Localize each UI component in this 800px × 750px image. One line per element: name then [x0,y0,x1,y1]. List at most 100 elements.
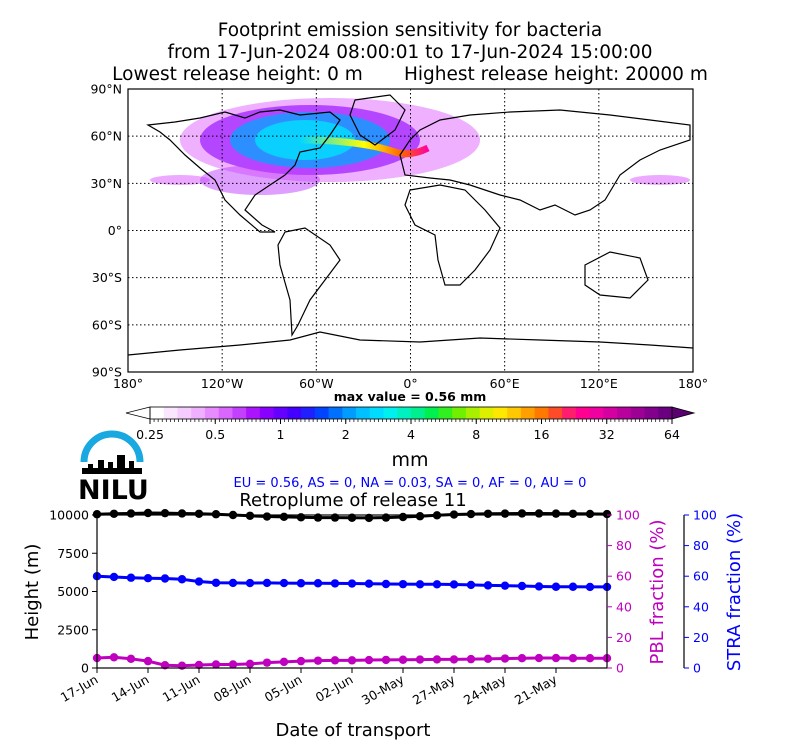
series-point [262,512,272,521]
colorbar-cell [411,407,426,419]
x-tick-label: 30-May [359,671,407,707]
series-point [228,660,238,669]
series-point [500,654,510,663]
series-point [194,660,204,670]
series-point [551,582,561,591]
series-point [517,581,527,591]
series-point [296,656,306,666]
colorbar-cell [534,407,549,419]
series-point [364,579,374,588]
series-point [585,582,595,592]
series-point [568,654,578,663]
pbl-tick-label: 80 [616,538,632,553]
series-point [398,579,408,589]
colorbar-cell [603,407,618,419]
colorbar-cell [246,407,261,419]
colorbar-cell [630,407,645,419]
series-point [585,654,595,663]
lon-label: 60°W [299,376,334,391]
lon-label: 60°E [490,376,520,391]
colorbar-cell [644,407,659,419]
series-point [245,578,255,588]
y-tick-label: 2500 [57,622,89,637]
series-point [602,509,612,519]
colorbar-tick-label: 32 [599,427,615,442]
series-point [415,580,425,589]
x-tick-label: 24-May [461,671,509,707]
colorbar-cell [191,407,206,419]
series-point [330,579,340,588]
lon-label: 180° [678,376,708,391]
series-point [449,580,459,589]
series-point [228,578,238,588]
colorbar-unit: mm [391,449,428,471]
colorbar-tick-label: 8 [472,427,480,442]
colorbar-cell [328,407,343,419]
series-point [143,573,153,583]
series-point [517,509,527,518]
x-tick-label: 27-May [410,671,458,707]
lat-label: 30°N [90,176,122,191]
plot-frame [96,514,608,669]
y-tick-label: 7500 [57,546,89,561]
colorbar-cell [589,407,604,419]
lat-label: 60°N [90,129,122,144]
series-point [296,513,306,522]
series-point [143,656,153,666]
series-point [313,656,323,665]
colorbar-cell [301,407,316,419]
series-point [279,578,289,588]
lon-label: 120°W [201,376,243,391]
nilu-logo-icon [80,430,144,474]
latitude-labels: 90°N 60°N 30°N 0° 30°S 60°S 90°S [90,82,122,380]
pbl-tick-label: 40 [616,599,632,614]
series-point [415,655,425,664]
pbl-tick-label: 0 [616,661,624,676]
series-point [279,657,289,667]
colorbar-ticks: 0.25 0.5 1 2 4 8 16 32 64 [136,419,680,442]
series-point [177,575,187,584]
colorbar-cell [493,407,508,419]
stra-tick-label: 80 [693,538,709,553]
series-point [262,578,272,588]
map-gridlines [128,89,693,372]
series-point [245,511,255,520]
colorbar-cell [575,407,590,419]
colorbar-cell [287,407,302,419]
series-point [415,512,425,521]
series-point [211,510,221,519]
series-point [398,512,408,522]
title-line-2: from 17-Jun-2024 08:00:01 to 17-Jun-2024… [167,42,653,63]
colorbar-cell [356,407,371,419]
colorbar-cell [259,407,275,419]
colorbar-cell [314,407,329,419]
longitude-labels: 180° 120°W 60°W 0° 60°E 120°E 180° [113,376,708,391]
lat-label: 30°S [92,270,122,285]
colorbar-cell [452,407,467,419]
y-tick-label: 10000 [49,508,89,523]
colorbar-cell [507,407,522,419]
colorbar-cell [232,407,247,419]
colorbar-cell [150,407,165,419]
coastlines [127,94,694,356]
series-point [211,578,221,587]
colorbar-cell [342,407,357,419]
series-point [449,655,459,664]
title-line-3: Lowest release height: 0 m Highest relea… [112,64,708,85]
colorbar-cell [479,407,494,419]
colorbar-cell [617,407,632,419]
series-point [160,508,170,518]
y-axis-ticks: 0 2500 5000 7500 10000 [49,508,97,676]
series-point [313,579,323,588]
stra-tick-label: 40 [693,599,709,614]
series-point [279,512,289,522]
series-point [245,659,255,669]
x-tick-label: 11-Jun [160,672,203,705]
series-point [211,660,221,669]
series-point [177,509,187,518]
series-point [585,509,595,519]
colorbar-tick-label: 2 [342,427,350,442]
x-axis-label: Date of transport [276,720,431,741]
series-point [466,654,476,664]
